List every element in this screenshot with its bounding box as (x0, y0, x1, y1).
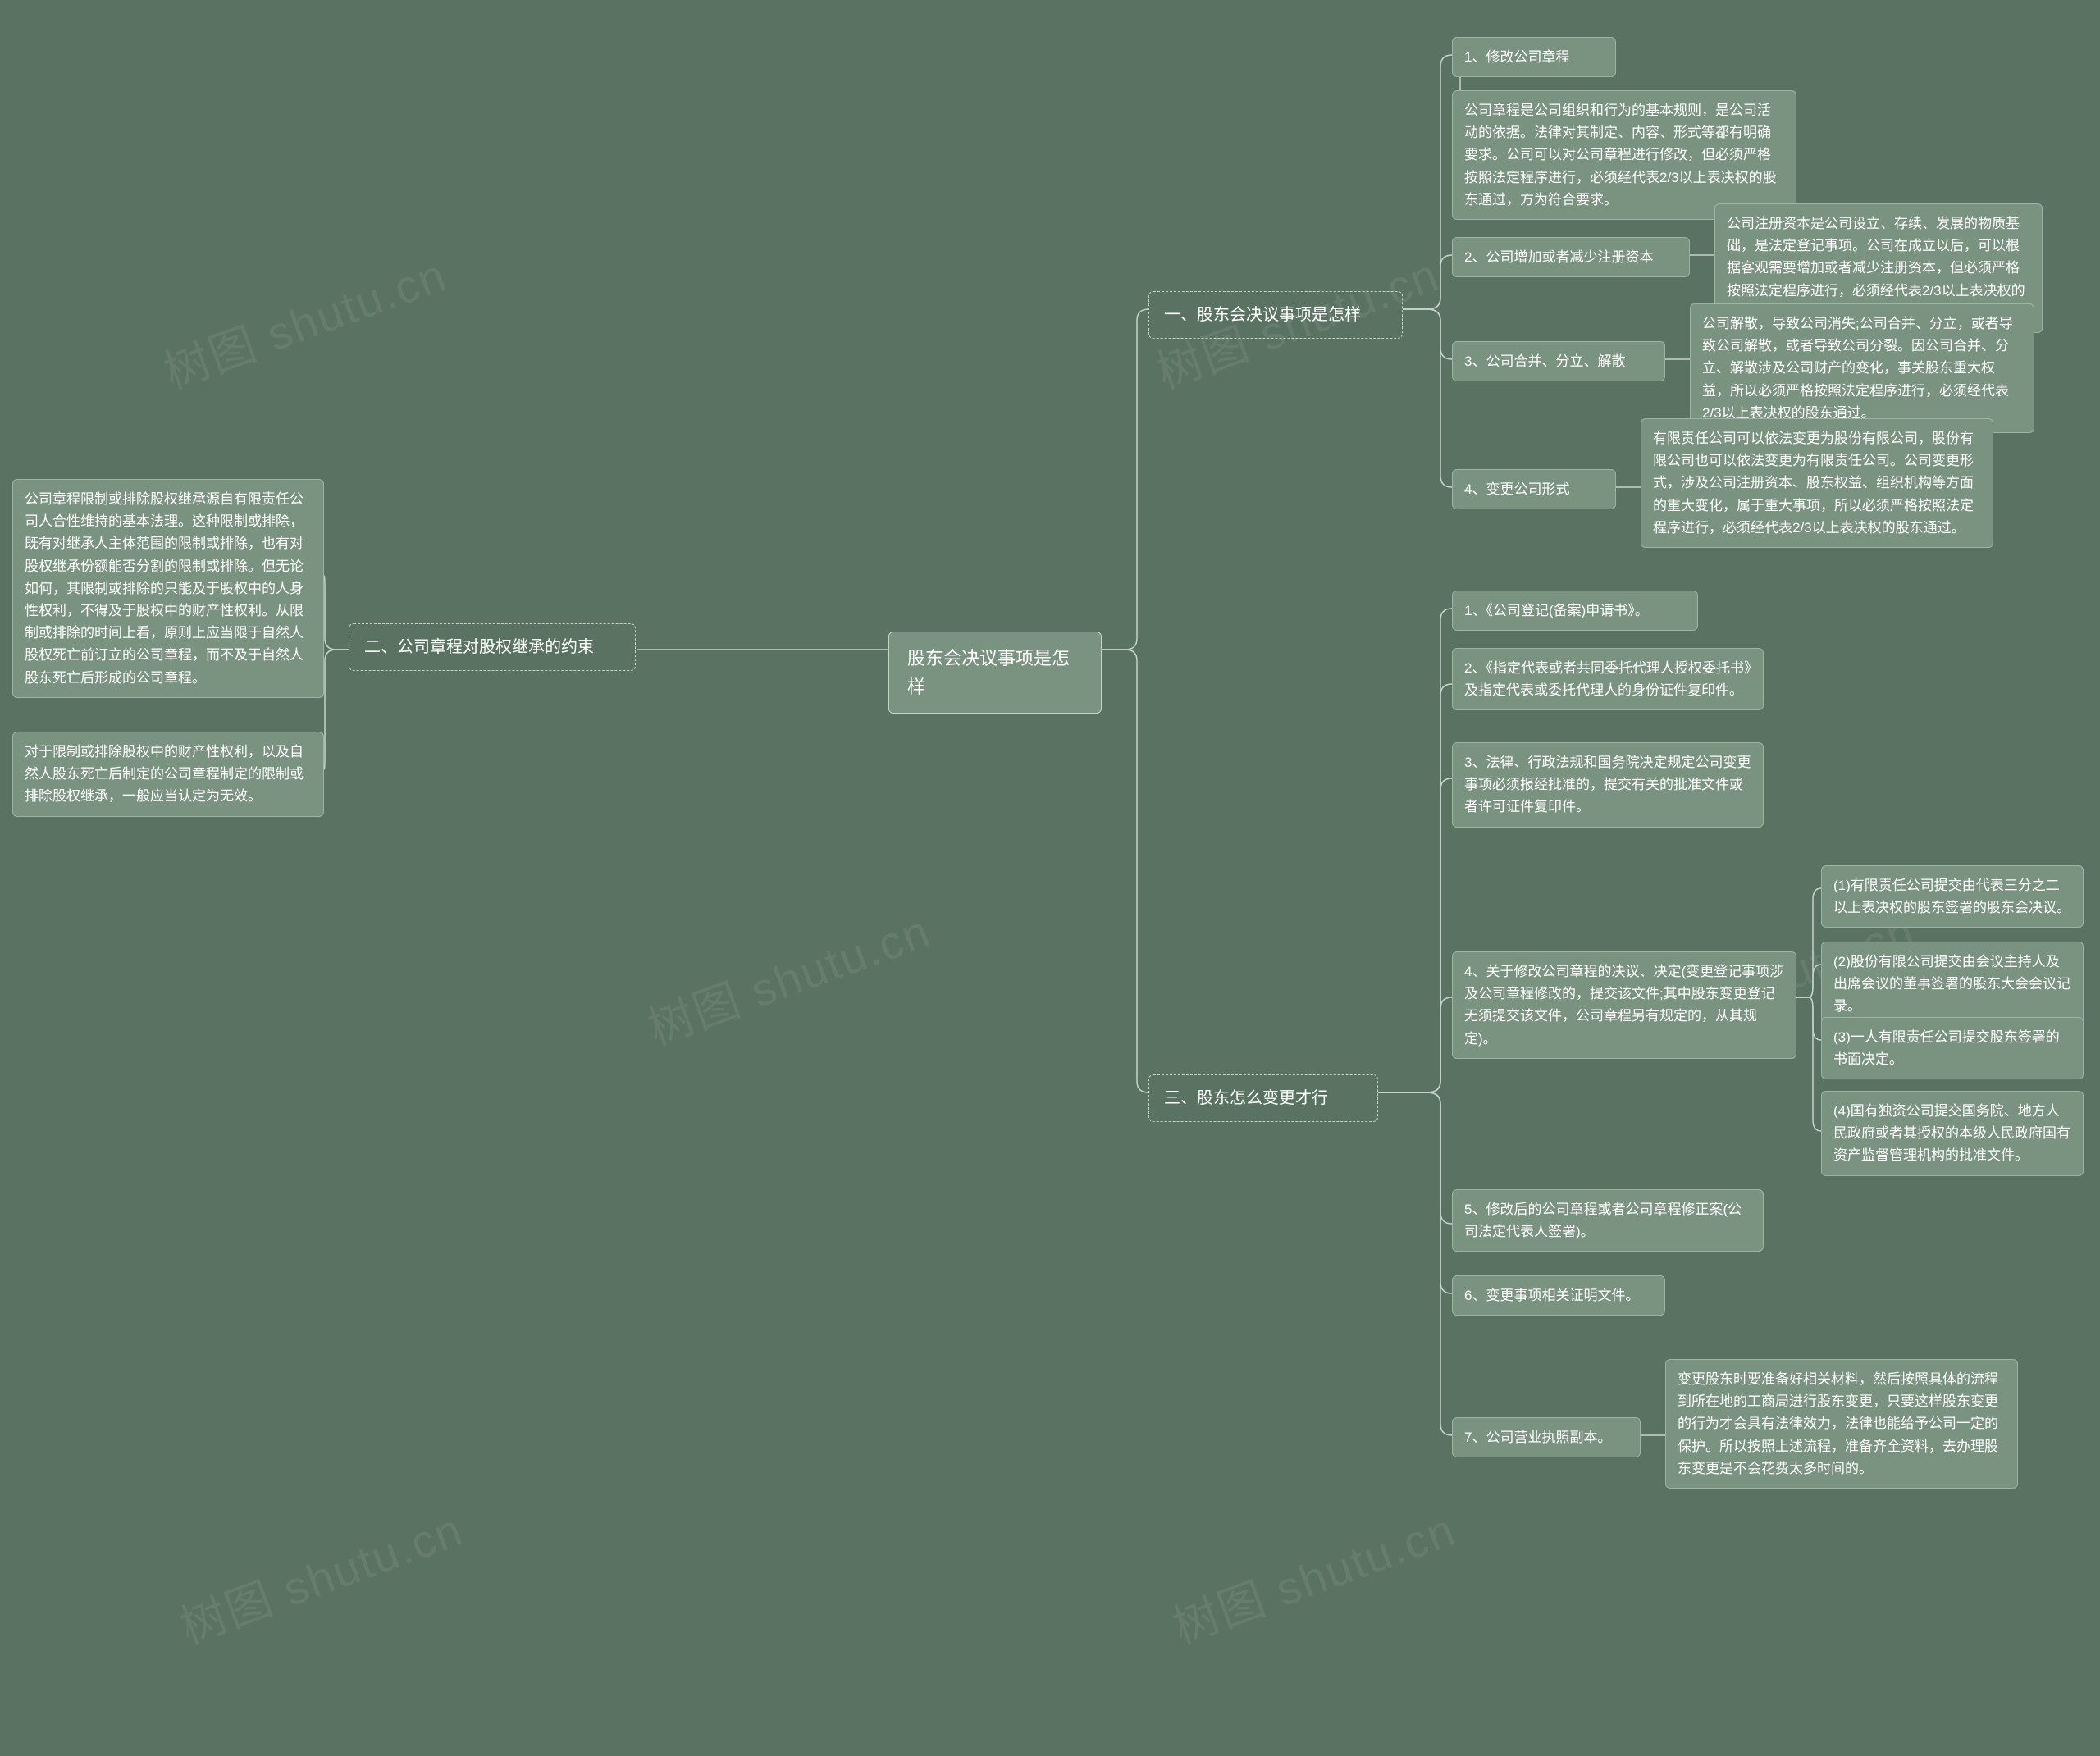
node-b3c4c: (3)一人有限责任公司提交股东签署的书面决定。 (1821, 1017, 2084, 1079)
branch-1[interactable]: 一、股东会决议事项是怎样 (1148, 291, 1403, 339)
node-b3c4b: (2)股份有限公司提交由会议主持人及出席会议的董事签署的股东大会会议记录。 (1821, 942, 2084, 1027)
node-b3c5[interactable]: 5、修改后的公司章程或者公司章程修正案(公司法定代表人签署)。 (1452, 1189, 1764, 1252)
node-b1c3a: 公司解散，导致公司消失;公司合并、分立，或者导致公司解散，或者导致公司分裂。因公… (1690, 303, 2034, 433)
node-b1c4a: 有限责任公司可以依法变更为股份有限公司，股份有限公司也可以依法变更为有限责任公司… (1641, 418, 1993, 548)
node-b3c7a: 变更股东时要准备好相关材料，然后按照具体的流程到所在地的工商局进行股东变更，只要… (1665, 1359, 2018, 1489)
node-b3c4a: (1)有限责任公司提交由代表三分之二以上表决权的股东签署的股东会决议。 (1821, 865, 2084, 928)
node-b3c2[interactable]: 2、《指定代表或者共同委托代理人授权委托书》及指定代表或委托代理人的身份证件复印… (1452, 648, 1764, 710)
branch-2[interactable]: 二、公司章程对股权继承的约束 (349, 623, 636, 671)
node-b1c3[interactable]: 3、公司合并、分立、解散 (1452, 341, 1665, 381)
node-b3c4[interactable]: 4、关于修改公司章程的决议、决定(变更登记事项涉及公司章程修改的，提交该文件;其… (1452, 951, 1796, 1059)
node-b3c7[interactable]: 7、公司营业执照副本。 (1452, 1417, 1641, 1457)
watermark: 树图 shutu.cn (170, 1494, 471, 1658)
node-b1c1[interactable]: 1、修改公司章程 (1452, 37, 1616, 77)
node-b1c1a: 公司章程是公司组织和行为的基本规则，是公司活动的依据。法律对其制定、内容、形式等… (1452, 90, 1796, 220)
node-b2c2: 对于限制或排除股权中的财产性权利，以及自然人股东死亡后制定的公司章程制定的限制或… (12, 732, 324, 817)
node-b3c4d: (4)国有独资公司提交国务院、地方人民政府或者其授权的本级人民政府国有资产监督管… (1821, 1091, 2084, 1176)
node-b1c2[interactable]: 2、公司增加或者减少注册资本 (1452, 237, 1690, 277)
node-b1c4[interactable]: 4、变更公司形式 (1452, 469, 1616, 509)
watermark: 树图 shutu.cn (637, 895, 938, 1059)
node-b3c3[interactable]: 3、法律、行政法规和国务院决定规定公司变更事项必须报经批准的，提交有关的批准文件… (1452, 742, 1764, 828)
mindmap-root[interactable]: 股东会决议事项是怎样 (888, 632, 1102, 714)
node-b3c6[interactable]: 6、变更事项相关证明文件。 (1452, 1275, 1665, 1316)
watermark: 树图 shutu.cn (153, 239, 454, 403)
node-b3c1[interactable]: 1、《公司登记(备案)申请书》。 (1452, 591, 1698, 631)
watermark: 树图 shutu.cn (1162, 1494, 1463, 1658)
branch-3[interactable]: 三、股东怎么变更才行 (1148, 1074, 1378, 1122)
node-b2c1: 公司章程限制或排除股权继承源自有限责任公司人合性维持的基本法理。这种限制或排除，… (12, 479, 324, 698)
